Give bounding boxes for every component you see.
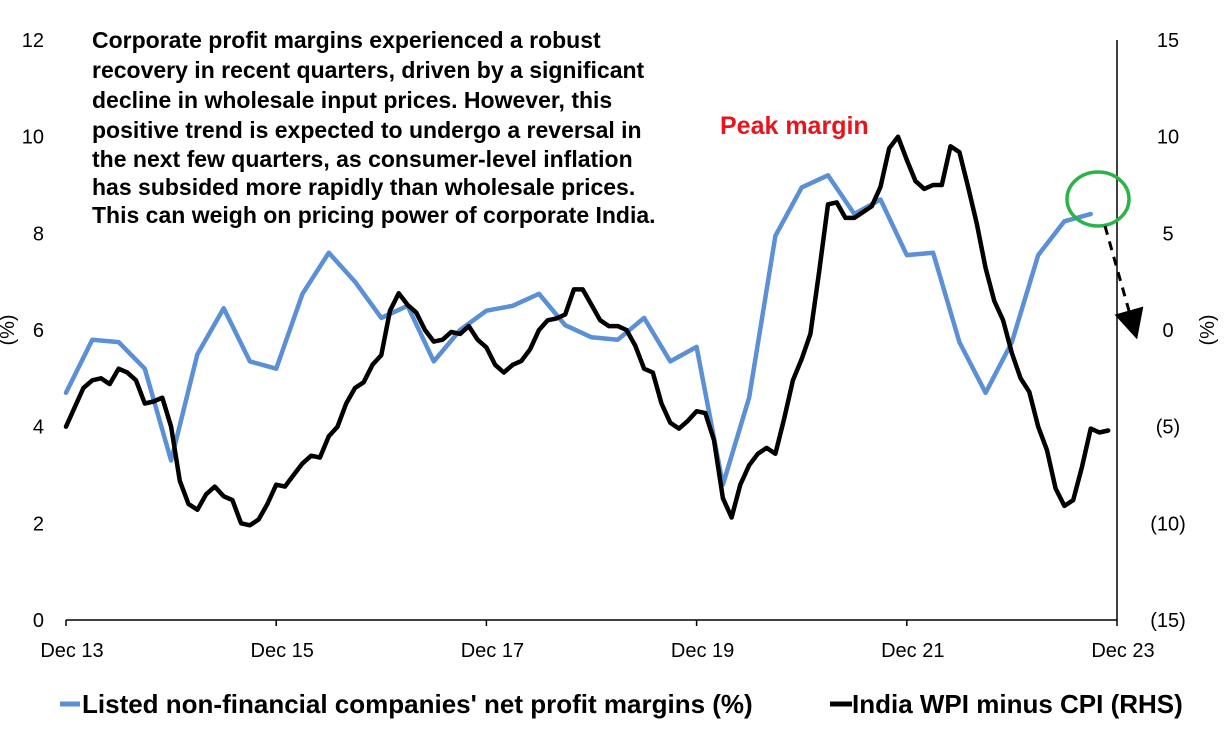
- legend-label-margin: Listed non-financial companies' net prof…: [82, 689, 753, 719]
- right-tick-label: (5): [1156, 417, 1180, 439]
- x-tick-label: Dec 15: [251, 640, 314, 662]
- right-axis-ticks: (15) (10) (5) 0 5 10 15: [1150, 30, 1186, 632]
- x-tick-label: Dec 19: [671, 640, 734, 662]
- right-tick-label: (10): [1150, 513, 1186, 535]
- x-tick-label: Dec 21: [881, 640, 944, 662]
- right-tick-label: 10: [1157, 127, 1179, 149]
- legend: Listed non-financial companies' net prof…: [60, 689, 1183, 719]
- annotation-line: decline in wholesale input prices. Howev…: [92, 87, 612, 113]
- right-tick-label: 0: [1162, 320, 1173, 342]
- annotation-line: has subsided more rapidly than wholesale…: [92, 174, 635, 200]
- left-tick-label: 10: [22, 127, 44, 149]
- right-tick-label: 5: [1162, 223, 1173, 245]
- left-tick-label: 6: [33, 320, 44, 342]
- peak-margin-label: Peak margin: [720, 112, 869, 140]
- x-tick-label: Dec 23: [1091, 640, 1154, 662]
- x-axis-ticks: Dec 13 Dec 15 Dec 17 Dec 19 Dec 21 Dec 23: [40, 620, 1155, 662]
- left-tick-label: 8: [33, 223, 44, 245]
- left-tick-label: 2: [33, 513, 44, 535]
- left-tick-label: 4: [33, 417, 44, 439]
- annotation-line: recovery in recent quarters, driven by a…: [92, 57, 645, 83]
- annotation-line: the next few quarters, as consumer-level…: [92, 146, 633, 172]
- annotation-line: Corporate profit margins experienced a r…: [92, 27, 601, 53]
- left-axis-ticks: 0 2 4 6 8 10 12: [22, 30, 44, 632]
- left-tick-label: 0: [33, 610, 44, 632]
- right-tick-label: (15): [1150, 610, 1186, 632]
- annotation-text: Corporate profit margins experienced a r…: [92, 27, 656, 228]
- forecast-arrow: [1103, 225, 1144, 340]
- series-line-wpi-minus-cpi: [63, 134, 1111, 528]
- series-line-net-profit-margins: [63, 173, 1093, 487]
- highlight-circle: [1065, 170, 1131, 228]
- annotation-line: This can weigh on pricing power of corpo…: [92, 202, 656, 228]
- x-tick-label: Dec 17: [461, 640, 524, 662]
- annotation-line: positive trend is expected to undergo a …: [92, 117, 642, 143]
- x-tick-label: Dec 13: [40, 640, 103, 662]
- right-axis-label: (%): [1197, 314, 1219, 345]
- legend-label-wpi: India WPI minus CPI (RHS): [852, 689, 1183, 719]
- right-tick-label: 15: [1157, 30, 1179, 52]
- left-tick-label: 12: [22, 30, 44, 52]
- left-axis-label: (%): [0, 314, 19, 345]
